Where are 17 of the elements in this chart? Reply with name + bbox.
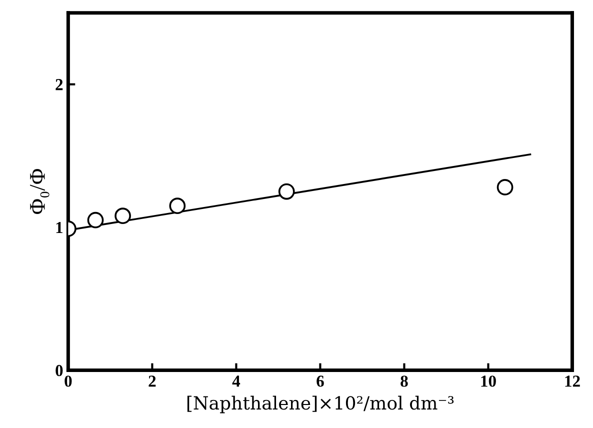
- x-tick-label: 4: [232, 376, 240, 387]
- y-tick-label: 1: [56, 222, 62, 234]
- point: [496, 179, 514, 196]
- y-axis-title: Φ₀/Φ: [30, 169, 50, 214]
- y-tick-label: 2: [56, 79, 63, 90]
- x-tick-label: 12: [565, 376, 580, 387]
- x-tick-label: 2: [148, 376, 156, 387]
- x-tick-label: 0: [64, 376, 72, 387]
- x-tick-label: 10: [481, 376, 496, 387]
- point: [278, 183, 295, 200]
- point: [87, 212, 104, 228]
- x-axis-title: [Naphthalene]×10²/mol dm⁻³: [187, 396, 454, 414]
- point: [114, 208, 131, 224]
- y-tick-label: 0: [56, 364, 63, 376]
- x-tick-label: 6: [316, 376, 324, 387]
- point: [169, 198, 186, 214]
- x-tick-label: 8: [400, 376, 408, 387]
